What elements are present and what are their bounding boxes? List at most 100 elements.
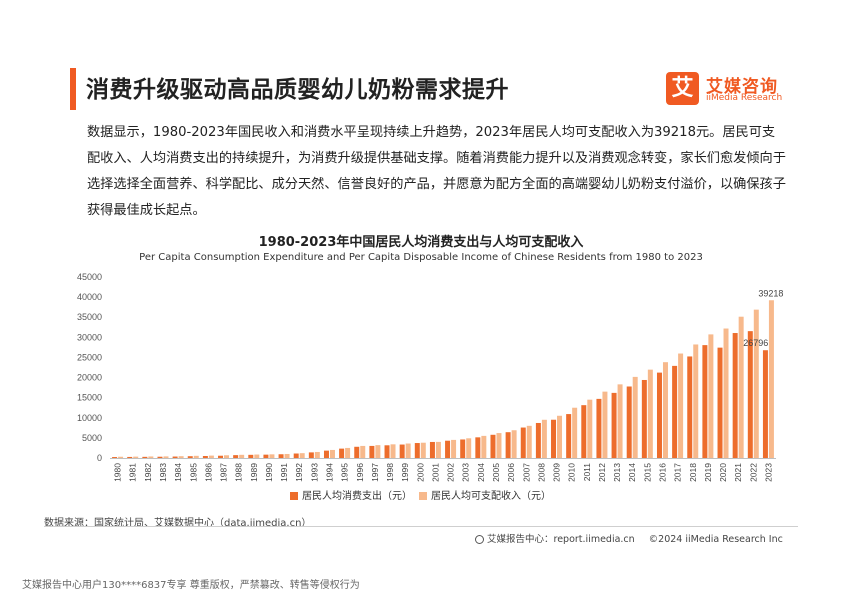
- y-tick-label: 20000: [77, 373, 102, 383]
- x-tick-label: 2017: [673, 463, 683, 482]
- x-tick-label: 2014: [627, 463, 637, 482]
- bar-income: [178, 456, 184, 458]
- y-tick-label: 10000: [77, 413, 102, 423]
- bar-consumption: [293, 453, 299, 458]
- footer-divider: [44, 526, 798, 527]
- bar-income: [208, 455, 214, 458]
- bar-consumption: [687, 356, 693, 458]
- y-tick-label: 35000: [77, 312, 102, 322]
- bar-income: [617, 384, 623, 458]
- x-tick-label: 1986: [203, 463, 213, 482]
- bar-income: [148, 456, 154, 458]
- bar-income: [345, 447, 351, 458]
- bar-income: [572, 407, 578, 458]
- y-tick-label: 15000: [77, 393, 102, 403]
- legend-label: 居民人均消费支出（元）: [302, 489, 412, 502]
- bar-consumption: [369, 445, 375, 458]
- x-tick-label: 2008: [536, 463, 546, 482]
- x-tick-label: 1987: [219, 463, 229, 482]
- x-tick-label: 1997: [370, 463, 380, 482]
- x-tick-label: 2021: [733, 463, 743, 482]
- chart-subtitle: Per Capita Consumption Expenditure and P…: [139, 252, 703, 263]
- bar-consumption: [490, 434, 496, 458]
- x-tick-label: 1996: [355, 463, 365, 482]
- chart-axes: 0 5000 10000 15000 20000 25000 30000 35000 40000…: [77, 272, 776, 482]
- x-tick-label: 2012: [597, 463, 607, 482]
- bar-consumption: [732, 333, 738, 458]
- page-title: 消费升级驱动高品质婴幼儿奶粉需求提升: [86, 77, 509, 103]
- bar-income: [587, 399, 593, 458]
- chart-title: 1980-2023年中国居民人均消费支出与人均可支配收入: [258, 235, 584, 250]
- bar-income: [375, 445, 381, 458]
- copyright-text: ©2024 iiMedia Research Inc: [648, 534, 783, 545]
- x-tick-label: 2020: [718, 463, 728, 482]
- y-tick-label: 5000: [82, 433, 102, 443]
- bar-consumption: [460, 439, 466, 458]
- x-tick-label: 1990: [264, 463, 274, 482]
- bar-consumption: [535, 422, 541, 458]
- x-tick-label: 1992: [294, 463, 304, 482]
- y-tick-label: 40000: [77, 292, 102, 302]
- bar-consumption: [475, 437, 481, 458]
- logo-chinese-name: 艾媒咨询: [706, 77, 778, 97]
- bar-income: [602, 391, 608, 458]
- bar-consumption: [747, 331, 753, 458]
- x-tick-label: 2000: [415, 463, 425, 482]
- report-center-link[interactable]: 艾媒报告中心：report.iimedia.cn: [487, 534, 635, 545]
- bar-consumption: [551, 419, 557, 458]
- x-tick-label: 1984: [173, 463, 183, 482]
- x-tick-label: 2007: [521, 463, 531, 482]
- bar-income: [420, 442, 426, 458]
- bar-consumption: [672, 365, 678, 458]
- x-tick-label: 1995: [340, 463, 350, 482]
- bar-consumption: [626, 386, 632, 458]
- bar-income: [118, 456, 124, 458]
- bar-consumption: [702, 345, 708, 458]
- x-tick-label: 1980: [113, 463, 123, 482]
- bar-consumption: [172, 456, 178, 458]
- footer-info: 艾媒报告中心：report.iimedia.cn ©2024 iiMedia Re…: [475, 531, 783, 545]
- intro-paragraph: 数据显示，1980-2023年国民收入和消费水平呈现持续上升趋势，2023年居民…: [87, 125, 786, 218]
- x-tick-label: 2004: [476, 463, 486, 482]
- bar-income: [723, 328, 729, 458]
- bar-income: [284, 453, 290, 458]
- x-tick-label: 2019: [703, 463, 713, 482]
- bar-income: [526, 425, 532, 458]
- bar-income: [299, 453, 305, 458]
- x-tick-label: 2016: [657, 463, 667, 482]
- x-tick-label: 2013: [612, 463, 622, 482]
- x-tick-label: 1991: [279, 463, 289, 482]
- bar-income: [163, 456, 169, 458]
- y-tick-label: 0: [97, 453, 102, 463]
- bar-income: [557, 415, 563, 458]
- x-tick-label: 2009: [552, 463, 562, 482]
- bar-consumption: [354, 446, 360, 458]
- bar-consumption: [233, 455, 239, 458]
- bar-consumption: [445, 440, 451, 458]
- x-tick-label: 1999: [400, 463, 410, 482]
- x-tick-label: 2010: [567, 463, 577, 482]
- logo-english-name: iiMedia Research: [706, 93, 783, 103]
- bar-consumption: [656, 372, 662, 458]
- bar-consumption: [520, 427, 526, 458]
- bar-income: [768, 300, 774, 458]
- bar-consumption: [323, 450, 329, 458]
- logo-mark: 艾: [666, 72, 699, 105]
- bar-income: [708, 334, 714, 458]
- chart-legend: 居民人均消费支出（元） 居民人均可支配收入（元）: [290, 489, 551, 502]
- chart-bars: [112, 300, 774, 458]
- x-tick-label: 1988: [234, 463, 244, 482]
- bar-income: [254, 454, 260, 458]
- bar-income: [405, 443, 411, 458]
- data-label: 39218: [758, 288, 783, 298]
- bar-consumption: [414, 443, 420, 458]
- x-tick-label: 2002: [446, 463, 456, 482]
- data-label: 26796: [743, 338, 768, 348]
- bar-consumption: [566, 414, 572, 458]
- x-tick-label: 2023: [763, 463, 773, 482]
- bar-income: [239, 454, 245, 458]
- x-tick-label: 2005: [491, 463, 501, 482]
- x-tick-label: 2001: [430, 463, 440, 482]
- bar-consumption: [112, 457, 118, 458]
- bar-consumption: [202, 456, 208, 458]
